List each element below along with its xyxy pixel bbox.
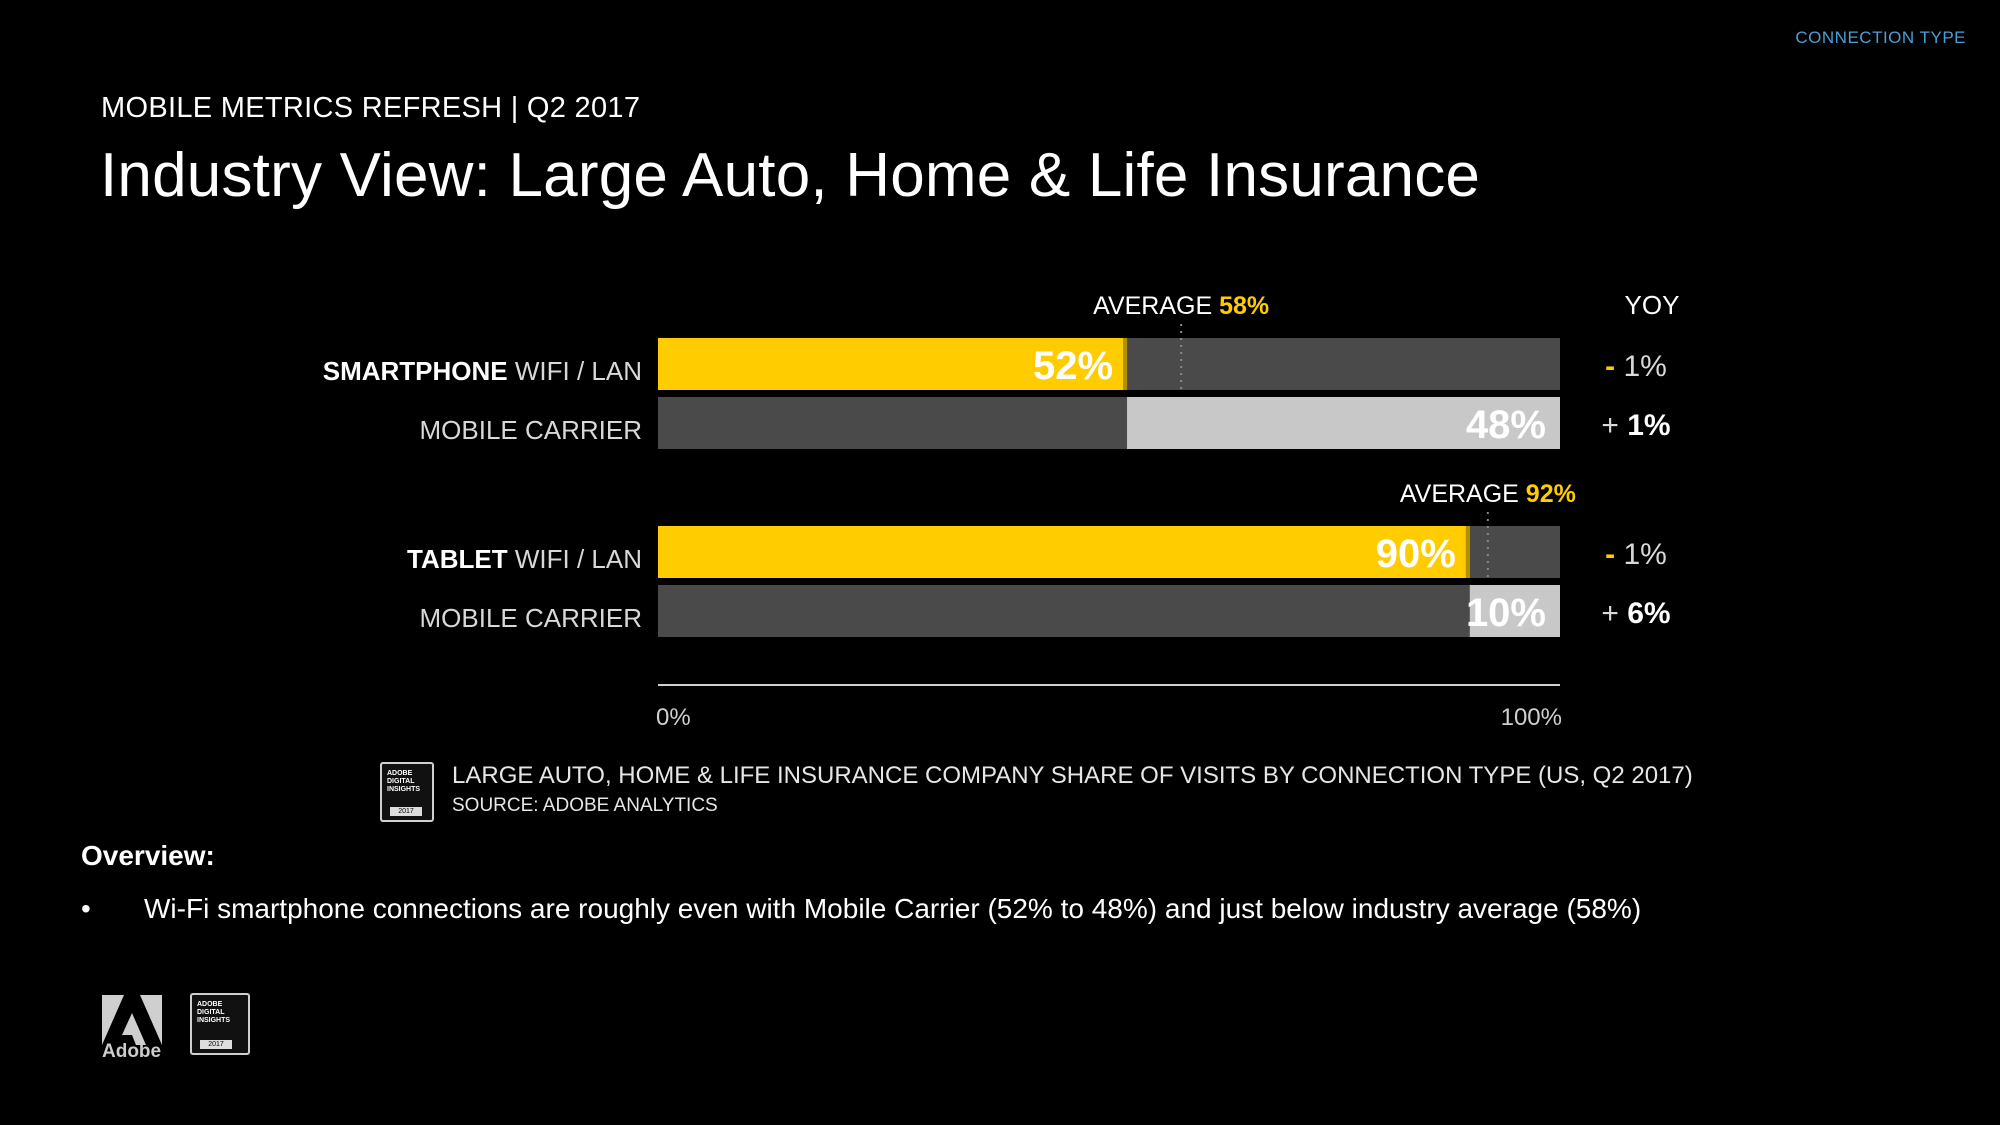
bar-wifi [658, 338, 1128, 390]
overview-bullet-text: Wi-Fi smartphone connections are roughly… [144, 893, 1642, 924]
row-label: MOBILE CARRIER [420, 603, 643, 633]
book-icon-year: 2017 [390, 807, 422, 816]
bar-value-label: 90% [1376, 532, 1456, 576]
insights-badge-icon: ADOBE DIGITAL INSIGHTS 2017 [190, 993, 250, 1055]
bar-wifi [658, 526, 1470, 578]
adobe-logo-icon [102, 995, 162, 1045]
overview-heading: Overview: [81, 840, 215, 871]
row-label: SMARTPHONE WIFI / LAN [323, 356, 642, 386]
bar-value-label: 52% [1033, 344, 1113, 388]
overview-bullet: • Wi-Fi smartphone connections are roughl… [81, 893, 1641, 925]
chart-caption: LARGE AUTO, HOME & LIFE INSURANCE COMPAN… [452, 762, 1693, 789]
bar-wifi-edge [1465, 526, 1470, 578]
yoy-value: + 1% [1601, 409, 1670, 442]
bar-wifi-edge [1123, 338, 1128, 390]
x-axis-max-label: 100% [1501, 704, 1562, 731]
connection-type-chart: YOY AVERAGE 58% 52% SMARTPHONE WIFI / LAN - … [323, 290, 1680, 731]
source-note: SOURCE: ADOBE ANALYTICS [452, 795, 718, 816]
insights-badge-year: 2017 [200, 1040, 232, 1049]
adobe-wordmark: Adobe [102, 1041, 162, 1062]
insights-badge-label: ADOBE DIGITAL INSIGHTS [197, 1001, 231, 1024]
yoy-value: - 1% [1605, 538, 1667, 571]
overview-bullets: • Wi-Fi smartphone connections are roughl… [81, 893, 1641, 925]
yoy-header: YOY [1625, 290, 1680, 320]
adobe-insights-book-icon: ADOBE DIGITAL INSIGHTS 2017 [380, 762, 434, 822]
x-axis-min-label: 0% [656, 704, 691, 731]
page-title: Industry View: Large Auto, Home & Life I… [100, 141, 1481, 210]
bar-carrier [1469, 585, 1560, 637]
yoy-value: - 1% [1605, 350, 1667, 383]
bar-carrier [1127, 397, 1560, 449]
yoy-value: + 6% [1601, 597, 1670, 630]
row-label: TABLET WIFI / LAN [407, 544, 642, 574]
bar-value-label: 48% [1466, 403, 1546, 447]
average-label: AVERAGE 58% [1093, 292, 1269, 320]
book-icon-label: ADOBE DIGITAL INSIGHTS [387, 770, 421, 793]
bar-value-label: 10% [1466, 591, 1546, 635]
average-label: AVERAGE 92% [1400, 480, 1576, 508]
section-tag: CONNECTION TYPE [1795, 28, 1966, 47]
row-label: MOBILE CARRIER [420, 415, 643, 445]
eyebrow-title: MOBILE METRICS REFRESH | Q2 2017 [101, 92, 641, 124]
bar-track [658, 585, 1560, 637]
bullet-dot: • [81, 893, 91, 924]
